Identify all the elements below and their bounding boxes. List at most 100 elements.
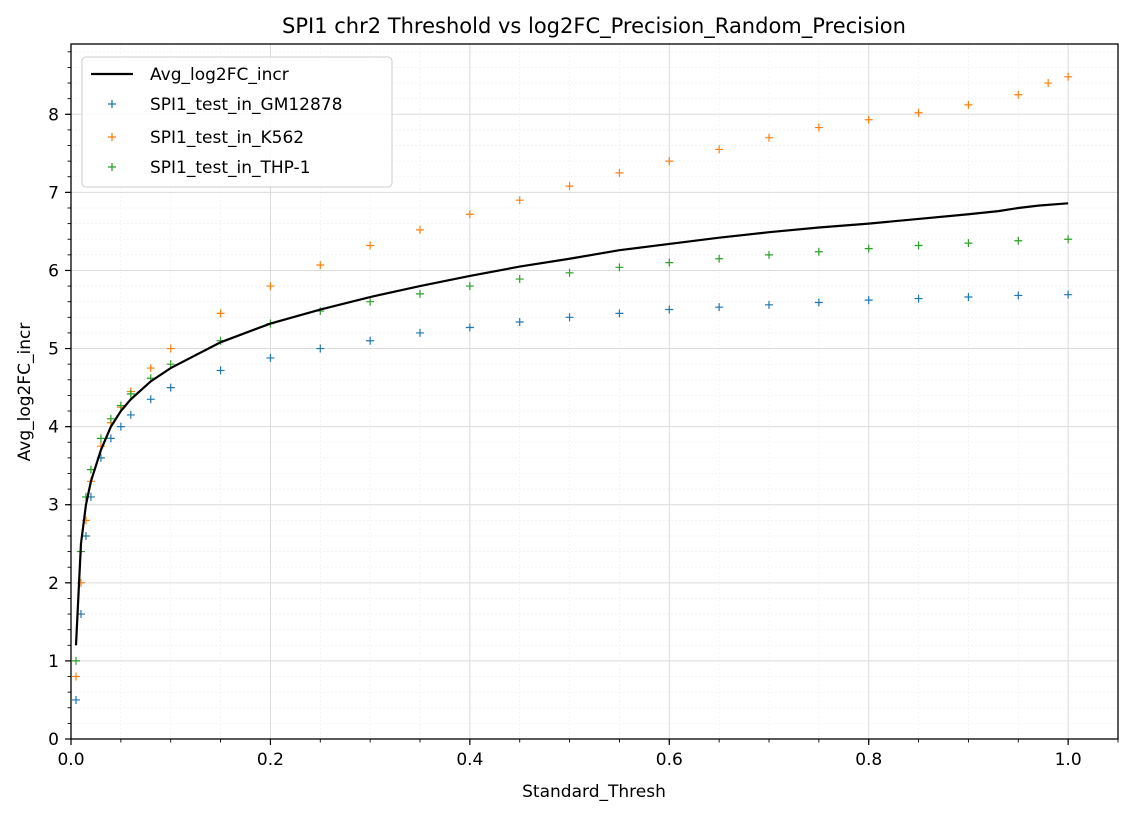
- data-point: [465, 323, 474, 332]
- data-point: [964, 293, 973, 302]
- y-tick-label: 2: [48, 574, 59, 594]
- legend-label-k562: SPI1_test_in_K562: [150, 128, 304, 148]
- x-axis-label: Standard_Thresh: [522, 782, 666, 802]
- data-point: [266, 282, 275, 291]
- data-point: [615, 168, 624, 177]
- data-point: [116, 422, 125, 431]
- data-point: [126, 389, 135, 398]
- legend-label-thp1: SPI1_test_in_THP-1: [150, 158, 311, 178]
- data-point: [71, 672, 80, 681]
- data-point: [366, 241, 375, 250]
- data-point: [316, 260, 325, 269]
- data-point: [1014, 236, 1023, 245]
- y-tick-label: 8: [48, 105, 59, 125]
- data-point: [71, 656, 80, 665]
- tick-labels: 0.0 0.2 0.4 0.6 0.8 1.0 0 1 2 3 4 5 6 7 8: [48, 105, 1081, 770]
- data-point: [964, 239, 973, 248]
- data-point: [81, 531, 90, 540]
- data-point: [146, 395, 155, 404]
- data-point: [914, 294, 923, 303]
- x-tick-label: 0.6: [656, 750, 683, 770]
- data-point: [715, 254, 724, 263]
- y-tick-label: 5: [48, 340, 59, 360]
- y-tick-label: 0: [48, 730, 59, 750]
- data-point: [216, 309, 225, 318]
- data-point: [416, 328, 424, 337]
- data-point: [106, 414, 115, 423]
- x-tick-label: 1.0: [1055, 750, 1082, 770]
- ticks: [65, 51, 1119, 745]
- data-point: [765, 133, 773, 142]
- data-point: [465, 282, 474, 291]
- legend-marker-gm12878: [108, 100, 116, 108]
- data-point: [515, 196, 524, 205]
- y-tick-label: 4: [48, 418, 59, 438]
- plot-frame: [70, 43, 1119, 740]
- data-point: [914, 108, 923, 117]
- data-point: [1064, 72, 1073, 81]
- data-point: [266, 353, 275, 362]
- data-point: [914, 241, 923, 250]
- data-point: [1014, 90, 1023, 99]
- data-point: [615, 309, 624, 318]
- y-tick-label: 1: [48, 652, 59, 672]
- data-point: [814, 247, 823, 256]
- data-point: [166, 344, 175, 353]
- data-point: [1064, 235, 1073, 244]
- data-point: [715, 303, 724, 312]
- data-point: [166, 383, 175, 392]
- legend-box: [81, 56, 393, 188]
- legend-label-gm12878: SPI1_test_in_GM12878: [150, 95, 342, 115]
- legend-marker-thp1: [108, 163, 116, 171]
- data-point: [665, 258, 674, 267]
- data-point: [565, 182, 574, 191]
- data-point: [864, 244, 873, 253]
- data-point: [1064, 290, 1073, 299]
- data-point: [665, 157, 674, 166]
- data-point: [864, 296, 873, 305]
- data-point: [366, 297, 375, 306]
- legend: Avg_log2FC_incr SPI1_test_in_GM12878 SPI…: [81, 56, 393, 188]
- y-tick-label: 7: [48, 183, 59, 203]
- data-point: [515, 275, 524, 284]
- data-point: [1014, 291, 1023, 300]
- legend-marker-k562: [108, 133, 116, 141]
- y-tick-label: 3: [48, 496, 59, 516]
- data-point: [126, 410, 135, 419]
- data-point: [416, 225, 424, 234]
- data-point: [515, 318, 524, 326]
- x-tick-label: 0.4: [456, 750, 483, 770]
- data-point: [416, 289, 424, 298]
- data-point: [565, 313, 574, 322]
- data-point: [814, 123, 823, 132]
- data-point: [765, 250, 773, 259]
- y-tick-label: 6: [48, 261, 59, 281]
- data-point: [1044, 79, 1053, 88]
- data-point: [116, 401, 125, 410]
- data-point: [96, 434, 105, 443]
- series-line-Avg_log2FC_incr: [74, 202, 1069, 646]
- data-point: [71, 695, 80, 704]
- data-point: [465, 210, 474, 219]
- legend-label-avg: Avg_log2FC_incr: [150, 65, 289, 85]
- data-point: [814, 298, 823, 307]
- data-point: [366, 336, 375, 345]
- x-tick-label: 0.8: [855, 750, 882, 770]
- data-point: [565, 268, 574, 277]
- y-axis-label: Avg_log2FC_incr: [15, 323, 35, 462]
- data-point: [964, 100, 973, 109]
- x-tick-label: 0.2: [257, 750, 284, 770]
- data-point: [106, 434, 115, 443]
- data-point: [665, 305, 674, 314]
- data-point: [615, 263, 624, 272]
- data-point: [765, 300, 773, 309]
- data-point: [216, 366, 225, 375]
- data-point: [864, 115, 873, 124]
- data-point: [146, 364, 155, 373]
- data-point: [715, 145, 724, 154]
- series-layer: [71, 72, 1073, 704]
- chart-title: SPI1 chr2 Threshold vs log2FC_Precision_…: [282, 14, 906, 39]
- data-point: [316, 344, 325, 353]
- x-tick-label: 0.0: [57, 750, 84, 770]
